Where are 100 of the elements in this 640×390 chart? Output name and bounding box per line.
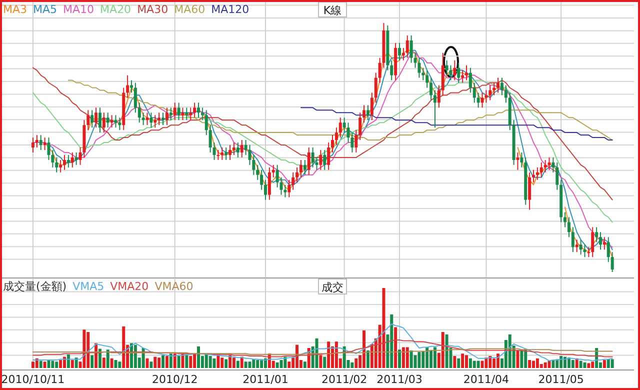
bar	[457, 358, 460, 368]
bar	[472, 360, 476, 368]
candlestick	[212, 142, 216, 160]
bar	[173, 354, 176, 368]
candlestick	[331, 134, 334, 153]
candlestick	[280, 176, 283, 196]
candlestick	[59, 159, 62, 173]
bar	[55, 362, 58, 368]
candlestick	[465, 64, 468, 81]
candlestick	[252, 154, 256, 176]
bar	[162, 355, 165, 368]
candlestick	[228, 144, 232, 160]
candlestick	[102, 112, 106, 134]
candlestick	[43, 137, 46, 150]
bar	[134, 344, 137, 368]
bar	[327, 342, 330, 368]
x-tick-label: 2011/04	[463, 373, 510, 386]
candlestick	[536, 166, 539, 180]
x-tick-label: 2011/01	[242, 373, 288, 386]
bar	[228, 355, 232, 368]
bar	[252, 359, 256, 368]
candlestick	[556, 162, 559, 190]
bar	[43, 362, 46, 368]
bar	[114, 360, 118, 368]
candlestick	[342, 117, 346, 134]
bar	[31, 362, 34, 368]
bar	[402, 347, 405, 368]
bar	[232, 358, 236, 368]
bar	[410, 350, 413, 368]
candlestick	[422, 67, 425, 81]
bar	[66, 354, 70, 368]
candlestick	[224, 147, 228, 160]
candlestick	[307, 147, 310, 176]
candlestick	[390, 60, 394, 81]
candlestick	[272, 164, 275, 178]
bar	[484, 358, 488, 368]
candlestick	[480, 92, 484, 108]
candlestick	[323, 149, 326, 170]
candlestick	[47, 137, 50, 160]
bar	[422, 351, 425, 368]
candlestick	[146, 112, 149, 126]
candlestick	[66, 154, 70, 168]
bar	[508, 334, 512, 368]
candlestick	[370, 92, 374, 121]
candlestick	[260, 169, 264, 190]
bar	[323, 356, 326, 368]
candlestick	[114, 114, 118, 128]
candlestick	[492, 82, 496, 96]
bar	[430, 350, 433, 368]
candlestick	[418, 57, 421, 78]
candlestick	[51, 149, 54, 168]
candlestick	[437, 84, 440, 108]
bar	[90, 355, 94, 368]
bar	[185, 355, 188, 368]
bar	[488, 356, 492, 368]
bar	[520, 350, 524, 368]
candlestick	[476, 92, 480, 108]
bar	[154, 356, 157, 368]
bar	[496, 354, 500, 368]
bar	[461, 354, 464, 368]
bar	[591, 362, 594, 368]
bar	[606, 359, 610, 368]
legend: MA3 MA5 MA10 MA20 MA30 MA60 MA120	[3, 3, 250, 16]
title: 成交	[318, 278, 347, 294]
bar	[70, 360, 74, 368]
candlestick	[35, 134, 38, 148]
candlestick	[532, 169, 535, 183]
bar	[51, 360, 54, 368]
candlestick	[189, 107, 192, 121]
bar	[236, 360, 240, 368]
bar	[334, 342, 338, 368]
candlestick	[138, 102, 141, 124]
candlestick	[288, 179, 291, 198]
bar	[552, 360, 555, 368]
bar	[189, 356, 192, 368]
bar	[544, 362, 547, 368]
candlestick	[500, 77, 504, 96]
candlestick	[602, 236, 606, 250]
candlestick	[86, 110, 90, 131]
candlestick	[236, 142, 240, 158]
candlestick	[154, 114, 157, 128]
x-tick-label: 2010/10/11	[1, 373, 65, 386]
bar	[288, 362, 291, 368]
candlestick	[402, 47, 405, 61]
chart-title: K線	[323, 4, 342, 17]
candlestick	[200, 107, 204, 121]
candlestick	[276, 164, 279, 188]
candlestick	[366, 104, 370, 121]
candlestick	[240, 140, 244, 158]
bar	[150, 362, 153, 368]
candlestick	[98, 107, 102, 134]
candlestick	[374, 72, 378, 104]
bar	[212, 358, 216, 368]
candlestick	[599, 232, 602, 250]
bar	[193, 354, 196, 368]
bar	[587, 363, 590, 368]
candlestick	[540, 162, 543, 178]
candlestick	[610, 252, 614, 272]
candlestick	[303, 159, 306, 176]
candlestick	[426, 70, 429, 88]
